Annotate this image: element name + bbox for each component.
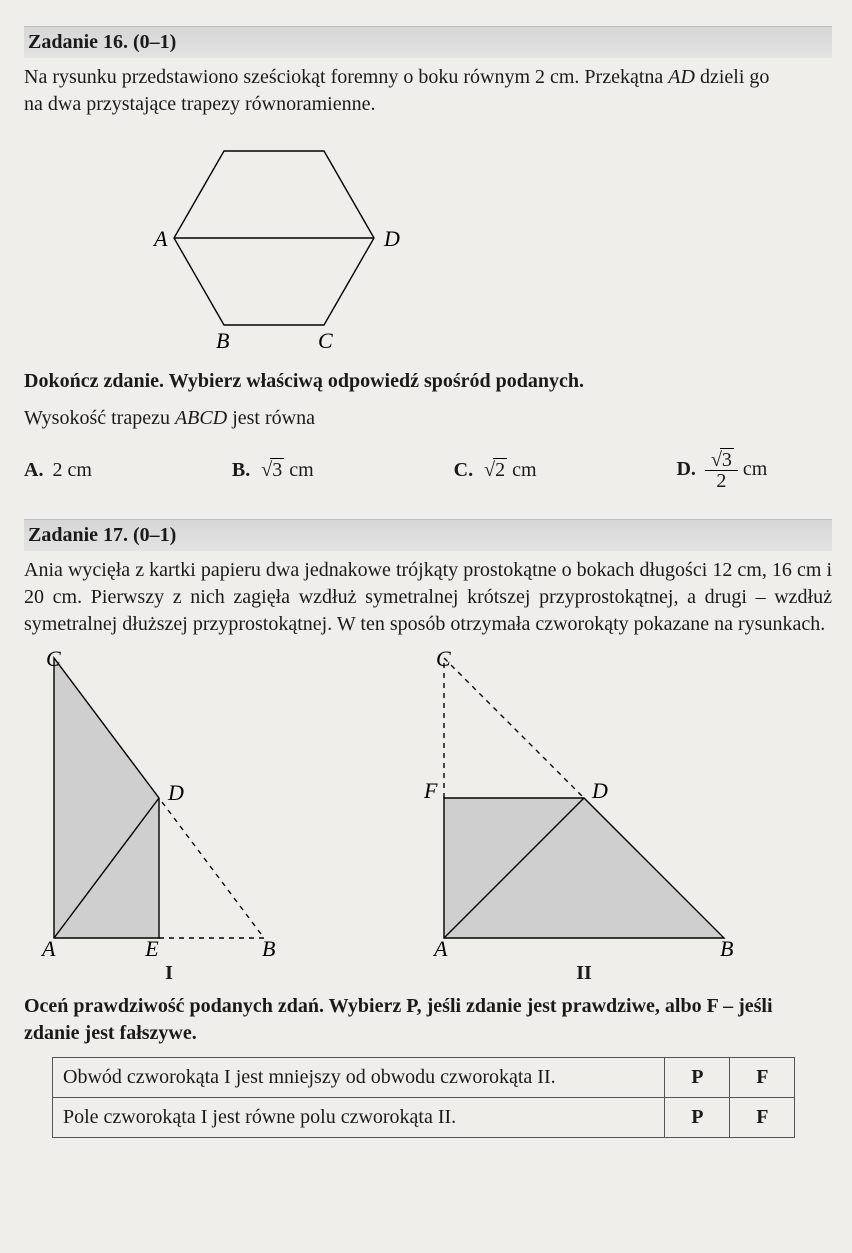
figure-II-label: II	[414, 960, 754, 987]
hexagon-svg: A D B C	[104, 128, 444, 358]
table-row: Pole czworokąta I jest równe polu czworo…	[53, 1098, 795, 1138]
row2-P[interactable]: P	[665, 1098, 730, 1138]
task16-stem-pre: Wysokość trapezu	[24, 407, 175, 429]
fig1-C: C	[46, 648, 61, 671]
fig2-C: C	[436, 648, 451, 671]
hex-label-C: C	[318, 328, 333, 353]
option-A[interactable]: A. 2 cm	[24, 457, 92, 484]
task16-header: Zadanie 16. (0–1)	[24, 26, 832, 58]
option-D[interactable]: D. 3 2 cm	[676, 450, 767, 491]
fig1-A: A	[40, 936, 56, 958]
option-C[interactable]: C. 2 cm	[454, 457, 537, 484]
option-D-unit: cm	[738, 458, 767, 480]
task16-body: Na rysunku przedstawiono sześciokąt fore…	[24, 64, 832, 118]
task16-options: A. 2 cm B. 3 cm C. 2 cm D. 3 2 cm	[24, 450, 767, 491]
fig1-B: B	[262, 936, 275, 958]
hex-label-D: D	[383, 226, 400, 251]
table-row: Obwód czworokąta I jest mniejszy od obwo…	[53, 1058, 795, 1098]
option-B[interactable]: B. 3 cm	[232, 457, 314, 484]
fig2-A: A	[432, 936, 448, 958]
task17-figures: A E B D C I A B C D	[24, 648, 832, 987]
task17-body: Ania wycięła z kartki papieru dwa jednak…	[24, 557, 832, 638]
option-C-sqrt: 2	[482, 459, 507, 481]
hex-label-B: B	[216, 328, 229, 353]
fig2-B: B	[720, 936, 733, 958]
row2-text: Pole czworokąta I jest równe polu czworo…	[53, 1098, 665, 1138]
fig2-D: D	[591, 778, 608, 803]
figure-II-svg: A B C D F	[414, 648, 754, 958]
task16-stem-post: jest równa	[227, 407, 315, 429]
task16-body-line1: Na rysunku przedstawiono sześciokąt fore…	[24, 66, 668, 88]
fig1-D: D	[167, 780, 184, 805]
option-D-frac: 3 2	[705, 450, 738, 491]
row1-text: Obwód czworokąta I jest mniejszy od obwo…	[53, 1058, 665, 1098]
option-B-label: B.	[232, 459, 250, 481]
task16-instruction: Dokończ zdanie. Wybierz właściwą odpowie…	[24, 368, 832, 395]
task16-stem: Wysokość trapezu ABCD jest równa	[24, 405, 832, 432]
option-C-unit: cm	[507, 459, 536, 481]
task17-instruction: Oceń prawdziwość podanych zdań. Wybierz …	[24, 993, 832, 1047]
fig2-F: F	[423, 778, 438, 803]
fig1-E: E	[144, 936, 159, 958]
figure-I-svg: A E B D C	[24, 648, 314, 958]
figure-I-label: I	[24, 960, 314, 987]
row2-F[interactable]: F	[730, 1098, 795, 1138]
option-B-unit: cm	[284, 459, 313, 481]
task16-body-line1b: dzieli go	[695, 66, 769, 88]
hex-label-A: A	[152, 226, 168, 251]
task17-table: Obwód czworokąta I jest mniejszy od obwo…	[52, 1057, 795, 1138]
task16-body-line2: na dwa przystające trapezy równoramienne…	[24, 93, 376, 115]
option-D-label: D.	[676, 458, 695, 480]
task16-stem-italic: ABCD	[175, 407, 227, 429]
option-A-label: A.	[24, 459, 43, 481]
task16-body-italic: AD	[668, 66, 695, 88]
row1-P[interactable]: P	[665, 1058, 730, 1098]
task17-header: Zadanie 17. (0–1)	[24, 519, 832, 551]
row1-F[interactable]: F	[730, 1058, 795, 1098]
option-B-sqrt: 3	[259, 459, 284, 481]
task16-figure: A D B C	[104, 128, 832, 358]
option-C-label: C.	[454, 459, 473, 481]
option-A-text: 2 cm	[52, 459, 91, 481]
figure-II: A B C D F II	[414, 648, 754, 987]
figure-I: A E B D C I	[24, 648, 314, 987]
